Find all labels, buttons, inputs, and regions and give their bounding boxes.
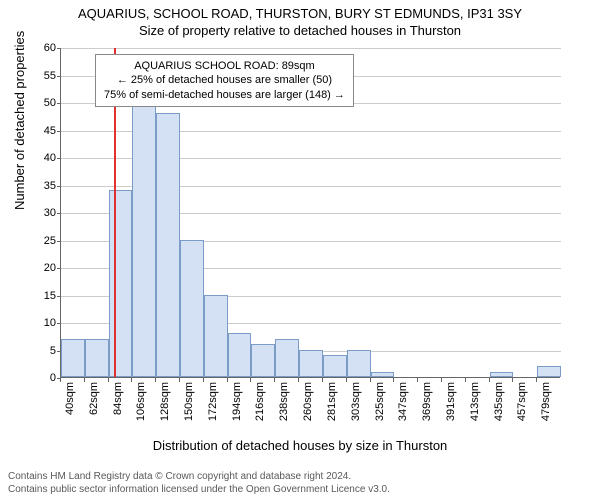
xtick-mark <box>60 378 61 382</box>
xtick-label: 281sqm <box>326 382 338 421</box>
xtick-label: 413sqm <box>469 382 481 421</box>
ytick-mark <box>57 158 61 159</box>
annotation-box: AQUARIUS SCHOOL ROAD: 89sqm ← 25% of det… <box>95 54 354 107</box>
xtick-label: 106sqm <box>135 382 147 421</box>
xtick-label: 391sqm <box>445 382 457 421</box>
histogram-bar <box>347 350 371 378</box>
ytick-label: 35 <box>26 180 56 192</box>
ytick-mark <box>57 268 61 269</box>
annotation-line-1: AQUARIUS SCHOOL ROAD: 89sqm <box>104 59 345 73</box>
xtick-mark <box>298 378 299 382</box>
histogram-bar <box>156 113 180 377</box>
ytick-mark <box>57 76 61 77</box>
xtick-label: 260sqm <box>302 382 314 421</box>
annotation-line-2: ← 25% of detached houses are smaller (50… <box>104 73 345 87</box>
ytick-label: 10 <box>26 317 56 329</box>
histogram-bar <box>109 190 133 377</box>
xtick-label: 150sqm <box>183 382 195 421</box>
ytick-mark <box>57 131 61 132</box>
xtick-label: 62sqm <box>88 382 100 415</box>
xtick-label: 40sqm <box>64 382 76 415</box>
xtick-label: 84sqm <box>112 382 124 415</box>
ytick-mark <box>57 103 61 104</box>
xtick-mark <box>84 378 85 382</box>
xtick-mark <box>179 378 180 382</box>
xtick-label: 347sqm <box>397 382 409 421</box>
ytick-mark <box>57 48 61 49</box>
xtick-mark <box>274 378 275 382</box>
xtick-label: 303sqm <box>350 382 362 421</box>
histogram-bar <box>85 339 109 378</box>
xtick-mark <box>441 378 442 382</box>
ytick-label: 55 <box>26 70 56 82</box>
chart-container: AQUARIUS, SCHOOL ROAD, THURSTON, BURY ST… <box>0 0 600 500</box>
chart-area: AQUARIUS SCHOOL ROAD: 89sqm ← 25% of det… <box>60 48 580 418</box>
ytick-mark <box>57 213 61 214</box>
xtick-mark <box>250 378 251 382</box>
xtick-label: 457sqm <box>516 382 528 421</box>
xtick-mark <box>536 378 537 382</box>
ytick-label: 60 <box>26 42 56 54</box>
histogram-bar <box>537 366 561 377</box>
histogram-bar <box>204 295 228 378</box>
y-axis-label: Number of detached properties <box>12 31 27 210</box>
ytick-label: 5 <box>26 345 56 357</box>
xtick-mark <box>370 378 371 382</box>
xtick-mark <box>417 378 418 382</box>
annotation-line-3: 75% of semi-detached houses are larger (… <box>104 88 345 102</box>
ytick-label: 50 <box>26 97 56 109</box>
xtick-mark <box>131 378 132 382</box>
xtick-label: 435sqm <box>493 382 505 421</box>
xtick-label: 216sqm <box>254 382 266 421</box>
ytick-label: 20 <box>26 262 56 274</box>
histogram-bar <box>180 240 204 378</box>
xtick-mark <box>322 378 323 382</box>
xtick-mark <box>393 378 394 382</box>
xtick-label: 325sqm <box>374 382 386 421</box>
xtick-mark <box>489 378 490 382</box>
ytick-mark <box>57 323 61 324</box>
ytick-label: 15 <box>26 290 56 302</box>
ytick-label: 0 <box>26 372 56 384</box>
gridline <box>61 48 561 49</box>
footer: Contains HM Land Registry data © Crown c… <box>8 470 390 496</box>
histogram-bar <box>323 355 347 377</box>
xtick-mark <box>512 378 513 382</box>
ytick-mark <box>57 186 61 187</box>
histogram-bar <box>132 102 156 377</box>
x-axis-label: Distribution of detached houses by size … <box>0 438 600 453</box>
footer-line-1: Contains HM Land Registry data © Crown c… <box>8 470 390 483</box>
xtick-label: 479sqm <box>540 382 552 421</box>
xtick-mark <box>108 378 109 382</box>
xtick-mark <box>227 378 228 382</box>
histogram-bar <box>275 339 299 378</box>
xtick-label: 238sqm <box>278 382 290 421</box>
histogram-bar <box>490 372 514 378</box>
footer-line-2: Contains public sector information licen… <box>8 483 390 496</box>
histogram-bar <box>371 372 395 378</box>
chart-title-main: AQUARIUS, SCHOOL ROAD, THURSTON, BURY ST… <box>0 0 600 21</box>
xtick-label: 194sqm <box>231 382 243 421</box>
ytick-label: 25 <box>26 235 56 247</box>
histogram-bar <box>61 339 85 378</box>
histogram-bar <box>228 333 252 377</box>
xtick-label: 128sqm <box>159 382 171 421</box>
ytick-mark <box>57 296 61 297</box>
ytick-label: 45 <box>26 125 56 137</box>
ytick-mark <box>57 241 61 242</box>
xtick-mark <box>155 378 156 382</box>
xtick-mark <box>346 378 347 382</box>
xtick-mark <box>465 378 466 382</box>
ytick-label: 40 <box>26 152 56 164</box>
xtick-mark <box>203 378 204 382</box>
chart-title-sub: Size of property relative to detached ho… <box>0 21 600 38</box>
xtick-label: 369sqm <box>421 382 433 421</box>
ytick-label: 30 <box>26 207 56 219</box>
histogram-bar <box>251 344 275 377</box>
histogram-bar <box>299 350 323 378</box>
xtick-label: 172sqm <box>207 382 219 421</box>
